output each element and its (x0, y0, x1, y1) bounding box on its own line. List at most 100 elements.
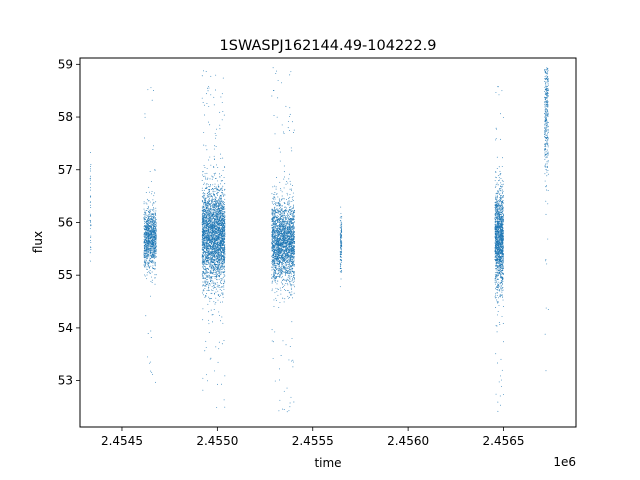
data-point (209, 124, 211, 126)
data-point (147, 263, 149, 265)
data-point (204, 216, 206, 218)
data-point (148, 212, 150, 213)
data-point (216, 276, 217, 278)
data-point (144, 218, 146, 220)
data-point (149, 211, 151, 213)
data-point (217, 264, 219, 265)
data-point (214, 185, 216, 187)
data-point (222, 240, 224, 242)
data-point (150, 272, 151, 274)
data-point (221, 240, 223, 242)
data-point (218, 220, 220, 222)
data-point (202, 281, 204, 283)
data-point (222, 202, 224, 204)
data-point (215, 229, 217, 231)
data-point (149, 269, 151, 271)
data-point (203, 225, 205, 227)
data-point (147, 246, 149, 248)
data-point (219, 228, 221, 230)
data-point (218, 205, 219, 206)
data-point (217, 242, 219, 244)
data-point (214, 196, 216, 198)
data-point (153, 246, 155, 247)
data-point (220, 215, 222, 216)
data-point (148, 238, 150, 240)
data-point (89, 170, 91, 172)
data-point (215, 231, 217, 233)
data-point (218, 272, 220, 274)
data-point (89, 228, 91, 230)
data-point (151, 244, 153, 246)
data-point (224, 256, 226, 258)
data-point (151, 240, 153, 242)
data-point (148, 262, 149, 264)
data-point (143, 239, 145, 240)
data-point (221, 102, 223, 104)
data-point (203, 195, 205, 196)
data-point (145, 202, 147, 204)
data-point (154, 240, 155, 242)
data-point (202, 231, 204, 233)
data-point (146, 268, 148, 270)
data-point (153, 234, 155, 236)
data-point (214, 236, 215, 238)
data-point (214, 251, 216, 253)
data-point (214, 225, 216, 226)
data-point (208, 262, 210, 264)
data-point (152, 215, 154, 217)
data-point (223, 216, 224, 218)
data-point (205, 178, 207, 180)
data-point (212, 269, 214, 271)
data-point (204, 226, 206, 227)
data-point (206, 205, 207, 206)
data-point (208, 188, 210, 190)
data-point (223, 201, 225, 203)
data-point (202, 241, 204, 243)
data-point (215, 288, 217, 290)
data-point (202, 217, 204, 219)
data-point (144, 261, 146, 263)
data-point (89, 246, 91, 248)
data-point (147, 265, 149, 267)
data-point (213, 174, 215, 176)
data-point (148, 215, 150, 217)
data-point (212, 199, 214, 201)
data-point (214, 210, 215, 212)
data-point (223, 250, 225, 252)
data-point (209, 204, 211, 206)
data-point (201, 205, 203, 207)
data-point (222, 213, 223, 215)
data-point (155, 222, 157, 224)
data-point (214, 242, 216, 244)
data-point (222, 214, 224, 216)
data-point (217, 229, 219, 231)
data-point (207, 212, 209, 214)
data-point (215, 270, 217, 272)
data-point (208, 227, 210, 229)
data-point (217, 245, 219, 247)
data-point (155, 231, 157, 233)
data-point (209, 238, 211, 240)
data-point (207, 264, 209, 266)
data-point (223, 214, 225, 216)
data-point (150, 370, 152, 372)
data-point (224, 260, 225, 262)
data-point (205, 281, 207, 283)
data-point (213, 188, 215, 189)
data-point (153, 224, 154, 226)
data-point (223, 114, 225, 116)
data-point (90, 224, 92, 226)
data-point (146, 249, 148, 251)
data-point (221, 228, 223, 230)
data-point (144, 237, 146, 239)
data-point (90, 260, 92, 262)
data-point (201, 223, 203, 225)
data-point (204, 203, 206, 205)
data-point (221, 119, 223, 121)
data-point (155, 253, 157, 255)
data-point (218, 214, 219, 216)
data-point (202, 289, 204, 291)
data-point (204, 255, 206, 256)
data-point (212, 192, 214, 194)
data-point (223, 340, 225, 341)
